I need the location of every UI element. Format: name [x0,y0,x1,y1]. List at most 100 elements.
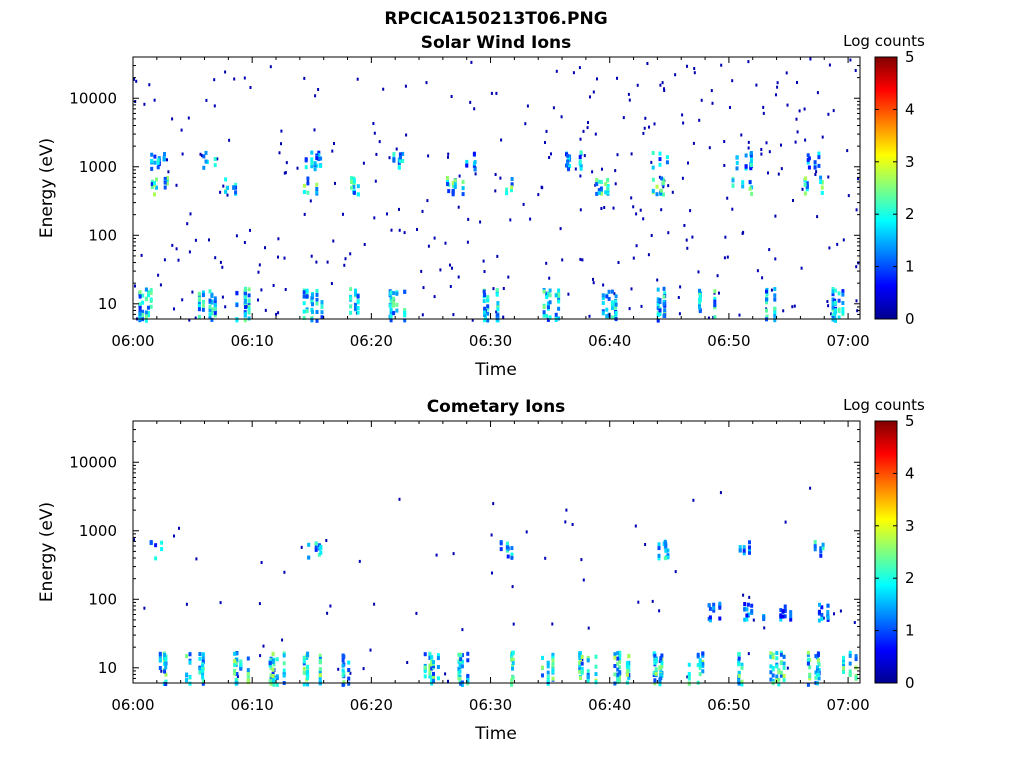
colorbar-tick-label: 5 [905,412,915,430]
count-pixel [164,672,168,677]
count-pixel [827,175,830,179]
count-pixel [362,667,365,671]
count-pixel [342,680,346,685]
count-pixel [548,315,552,320]
count-pixel [484,316,487,321]
count-pixel [249,86,252,89]
count-pixel [632,256,635,260]
count-pixel [659,668,663,673]
count-pixel [436,653,440,658]
count-pixel [420,269,423,273]
count-pixel [428,651,432,656]
count-pixel [201,672,205,677]
count-pixel [545,295,549,300]
count-pixel [632,205,635,209]
count-pixel [472,151,476,156]
count-pixel [773,297,777,302]
count-pixel [320,315,324,320]
count-pixel [762,617,766,622]
count-pixel [816,215,819,219]
count-pixel [651,165,655,170]
count-pixel [510,653,514,658]
count-pixel [257,298,259,302]
count-pixel [483,270,486,273]
count-pixel [729,106,731,109]
count-pixel [800,266,803,270]
count-pixel [763,626,766,630]
count-pixel [310,150,314,155]
count-pixel [698,300,701,305]
count-pixel [197,303,201,308]
count-pixel [551,658,555,663]
y-tick-label: 10 [98,295,117,313]
count-pixel [306,676,310,681]
count-pixel [268,679,272,684]
count-pixel [677,296,680,299]
count-pixel [224,70,227,74]
count-pixel [644,543,647,546]
count-pixel [692,141,695,145]
count-pixel [213,296,217,301]
count-pixel [208,298,212,303]
count-pixel [738,545,742,550]
count-pixel [594,664,598,669]
count-pixel [613,292,616,296]
x-tick-label: 06:20 [350,332,393,350]
count-pixel [177,258,180,262]
count-pixel [659,656,663,661]
count-pixel [350,176,353,181]
count-pixel [616,661,620,666]
count-pixel [188,660,192,665]
count-pixel [281,638,284,642]
count-pixel [349,310,353,315]
count-pixel [653,654,657,659]
count-pixel [566,161,570,166]
count-pixel [776,85,779,89]
count-pixel [833,314,837,319]
count-pixel [148,83,151,87]
count-pixel [447,189,451,194]
count-pixel [546,317,550,322]
count-pixel [224,189,228,194]
count-pixel [155,185,158,190]
count-pixel [770,288,773,292]
count-pixel [486,311,490,316]
count-pixel [647,253,650,257]
count-pixel [735,166,739,171]
count-pixel [150,158,154,163]
count-pixel [718,291,720,295]
count-pixel [808,676,812,681]
count-pixel [511,585,514,589]
count-pixel [499,176,502,180]
count-pixel [275,312,278,316]
count-pixel [268,661,272,666]
count-pixel [747,146,750,150]
count-pixel [846,149,849,153]
count-pixel [452,184,456,188]
count-pixel [630,196,633,200]
count-pixel [282,653,286,658]
count-pixel [149,290,153,295]
count-pixel [855,265,858,269]
count-pixel [482,289,486,294]
count-pixel [771,667,775,672]
count-pixel [163,180,167,185]
count-pixel [655,184,659,189]
count-pixel [201,299,205,304]
count-pixel [827,304,830,308]
count-pixel [837,298,841,303]
count-pixel [816,91,819,95]
count-pixel [777,670,781,675]
count-pixel [805,187,809,192]
count-pixel [718,605,722,610]
count-pixel [447,155,449,159]
count-pixel [650,160,653,164]
count-pixel [662,313,666,318]
count-pixel [806,160,810,165]
count-pixel [510,546,514,551]
count-pixel [816,651,820,656]
count-pixel [350,180,353,184]
count-pixel [315,189,319,194]
count-pixel [247,298,251,303]
count-pixel [450,95,453,98]
